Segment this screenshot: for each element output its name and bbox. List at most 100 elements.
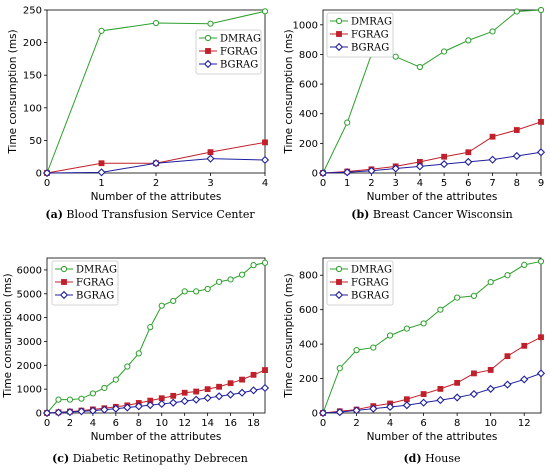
subfigure-caption: (a) Blood Transfusion Service Center — [45, 208, 255, 221]
series-line — [322, 151, 542, 174]
data-point — [454, 294, 461, 301]
data-point — [392, 53, 399, 60]
legend-marker — [204, 34, 212, 42]
data-point — [415, 162, 424, 171]
data-point — [504, 272, 511, 279]
data-point — [489, 28, 496, 35]
legend-marker — [334, 42, 344, 52]
data-point — [237, 388, 247, 397]
data-point — [262, 139, 268, 146]
legend-label: FGRAG — [76, 278, 114, 289]
data-point — [250, 371, 257, 378]
data-point — [503, 380, 512, 389]
caption-text: Breast Cancer Wisconsin — [369, 208, 512, 221]
data-point — [536, 148, 546, 157]
y-tick-label: 6000 — [17, 265, 42, 276]
plot-frame — [322, 9, 542, 174]
panel-d: 0 2 4 6 8 10 12 0 200 400 600 800 Number of the attr… — [283, 257, 546, 465]
panel-c: 0 2 4 6 8 10 12 14 16 18 0 1000 2000 3000 4000 5000 6000… — [2, 257, 270, 465]
data-point — [420, 320, 427, 327]
data-point — [239, 376, 245, 383]
series-line — [322, 9, 542, 174]
x-tick-label: 8 — [136, 418, 142, 429]
series-fgrag — [320, 334, 544, 416]
y-tick-label: 100 — [23, 103, 42, 114]
y-tick-label: 800 — [299, 271, 318, 282]
data-point — [260, 155, 270, 165]
legend-box — [326, 260, 394, 306]
x-tick-label: 6 — [113, 418, 119, 429]
data-point — [112, 376, 119, 383]
data-point — [147, 324, 154, 331]
data-point — [386, 332, 394, 339]
data-point — [192, 395, 201, 404]
legend-marker — [60, 265, 68, 273]
data-point — [403, 396, 410, 403]
data-point — [420, 391, 427, 397]
data-point — [416, 63, 423, 71]
x-tick-label: 9 — [538, 178, 544, 189]
data-point — [391, 164, 400, 173]
data-point — [436, 396, 445, 405]
data-point — [134, 402, 143, 411]
data-point — [437, 385, 444, 392]
data-point — [352, 406, 361, 415]
data-point — [465, 149, 472, 156]
data-point — [100, 405, 109, 414]
legend-marker — [336, 31, 342, 37]
x-tick-label: 4 — [417, 178, 423, 189]
x-tick-label: 7 — [489, 178, 495, 189]
data-point — [487, 279, 494, 286]
data-point — [181, 288, 188, 295]
data-point — [441, 48, 448, 55]
series-bgrag — [318, 369, 546, 418]
x-tick-label: 12 — [178, 418, 191, 429]
subfigure-caption: (d) House — [403, 452, 460, 465]
y-axis-label: Time consumption (ms) — [283, 273, 295, 398]
x-tick-label: 4 — [262, 178, 268, 189]
data-point — [65, 407, 75, 417]
legend-label: BGRAG — [220, 60, 258, 71]
data-point — [203, 393, 212, 403]
series-bgrag — [42, 383, 270, 418]
data-point — [216, 383, 223, 390]
x-tick-label: 5 — [441, 178, 447, 189]
data-point — [537, 6, 545, 14]
legend-box — [51, 260, 119, 306]
series-line — [46, 369, 266, 414]
legend-box — [326, 12, 394, 58]
y-tick-label: 0 — [312, 409, 318, 420]
data-point — [437, 306, 444, 313]
y-tick-label: 3000 — [17, 337, 42, 348]
x-tick-label: 8 — [514, 178, 520, 189]
series-line — [46, 141, 266, 174]
data-point — [193, 388, 200, 395]
data-point — [111, 404, 120, 413]
legend-label: BGRAG — [351, 291, 389, 302]
legend-label: FGRAG — [351, 30, 389, 41]
data-point — [207, 149, 214, 156]
x-axis-label: Number of the attributes — [367, 431, 498, 443]
x-tick-label: 1 — [344, 178, 350, 189]
data-point — [469, 389, 479, 399]
data-point — [98, 160, 105, 167]
caption-label: (c) — [52, 452, 69, 465]
caption-text: House — [422, 452, 461, 465]
data-point — [97, 168, 106, 177]
legend-marker — [61, 279, 67, 285]
data-point — [98, 27, 105, 34]
data-point — [385, 402, 395, 412]
data-point — [336, 365, 343, 372]
data-point — [440, 160, 449, 169]
caption-label: (d) — [403, 452, 421, 465]
legend-label: DMRAG — [220, 34, 261, 45]
data-point — [513, 127, 520, 133]
data-point — [250, 262, 257, 269]
data-point — [538, 334, 544, 341]
x-axis-label: Number of the attributes — [91, 191, 222, 203]
caption-label: (b) — [351, 208, 369, 221]
x-tick-label: 1 — [98, 178, 104, 189]
y-tick-label: 150 — [23, 71, 42, 82]
data-point — [335, 408, 344, 417]
panel-b: 0 1 2 3 4 5 6 7 8 9 0 200 400 600 800 1000 Number of the… — [283, 6, 546, 221]
